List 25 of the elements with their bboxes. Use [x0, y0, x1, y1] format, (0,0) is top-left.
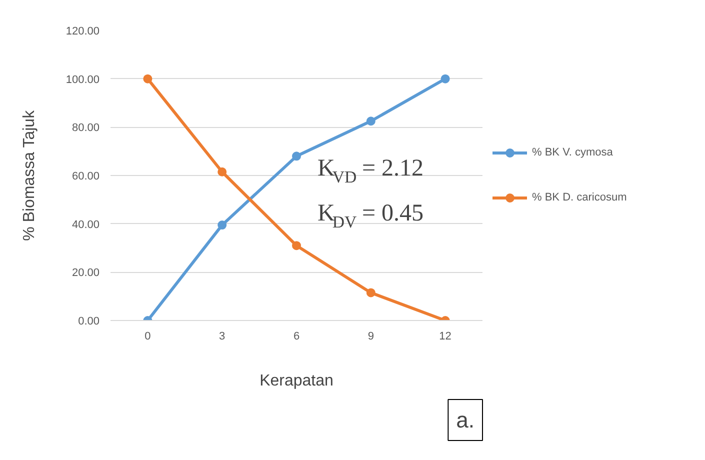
x-tick-label: 9: [368, 330, 374, 342]
y-tick-label: 20.00: [72, 267, 100, 280]
point: [292, 241, 301, 250]
point: [292, 152, 301, 161]
x-tick-label: 12: [439, 330, 452, 342]
text: a.: [456, 408, 475, 432]
point: [366, 116, 376, 126]
legend-label: % BK V. cymosa: [532, 146, 613, 158]
y-tick-label: 80.00: [72, 122, 100, 134]
point: [440, 74, 450, 84]
y-tick-label: 120.00: [66, 26, 100, 38]
y-tick-label: 0.00: [78, 316, 100, 328]
point: [366, 288, 376, 298]
y-tick-label: 100.00: [66, 74, 100, 86]
point: [218, 220, 227, 230]
x-tick-label: 3: [219, 330, 226, 342]
y-axis-title: % Biomassa Tajuk: [20, 109, 38, 241]
legend-label: % BK D. caricosum: [532, 192, 627, 204]
y-tick-label: 60.00: [72, 170, 100, 182]
x-tick-label: 0: [144, 330, 151, 342]
point: [218, 167, 227, 176]
x-axis-title: Kerapatan: [260, 372, 334, 390]
x-tick-label: 6: [293, 330, 300, 342]
point: [143, 74, 152, 84]
y-tick-label: 40.00: [72, 218, 100, 231]
